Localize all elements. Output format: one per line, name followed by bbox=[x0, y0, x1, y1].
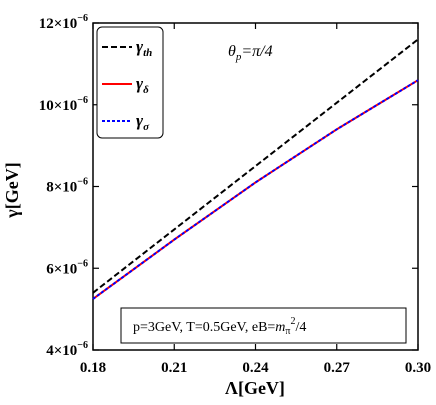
parameter-text: p=3GeV, T=0.5GeV, eB=mπ2/4 bbox=[133, 316, 306, 337]
series-line-0 bbox=[92, 38, 419, 294]
y-axis-title: γ[GeV] bbox=[2, 162, 22, 218]
legend-box bbox=[96, 26, 164, 139]
y-tick-label: 4×10−6 bbox=[46, 340, 88, 359]
x-tick-label: 0.27 bbox=[324, 360, 351, 376]
y-tick-label: 10×10−6 bbox=[39, 95, 88, 114]
ticks: 0.18 0.21 0.24 0.27 0.30 4×10−6 6×10−6 8×10−6 10… bbox=[39, 13, 431, 376]
y-tick-label: 8×10−6 bbox=[46, 177, 88, 196]
y-tick-label: 12×10−6 bbox=[39, 13, 88, 32]
x-axis-title: Λ[GeV] bbox=[225, 378, 285, 398]
x-tick-label: 0.18 bbox=[80, 360, 106, 376]
legend-label-gamma-th: γth bbox=[136, 37, 152, 59]
series-lines bbox=[92, 38, 419, 300]
theta-annotation: θp=π/4 bbox=[228, 43, 273, 63]
parameter-box-frame bbox=[120, 307, 407, 344]
legend: γth γδ γσ bbox=[96, 26, 164, 139]
y-tick-label: 6×10−6 bbox=[46, 258, 88, 277]
series-line-2 bbox=[92, 79, 419, 300]
legend-label-gamma-delta: γδ bbox=[136, 74, 149, 96]
x-tick-label: 0.21 bbox=[161, 360, 187, 376]
x-tick-label: 0.30 bbox=[405, 360, 431, 376]
x-tick-label: 0.24 bbox=[242, 360, 269, 376]
parameter-box: p=3GeV, T=0.5GeV, eB=mπ2/4 bbox=[120, 307, 407, 344]
legend-label-gamma-sigma: γσ bbox=[136, 111, 150, 133]
